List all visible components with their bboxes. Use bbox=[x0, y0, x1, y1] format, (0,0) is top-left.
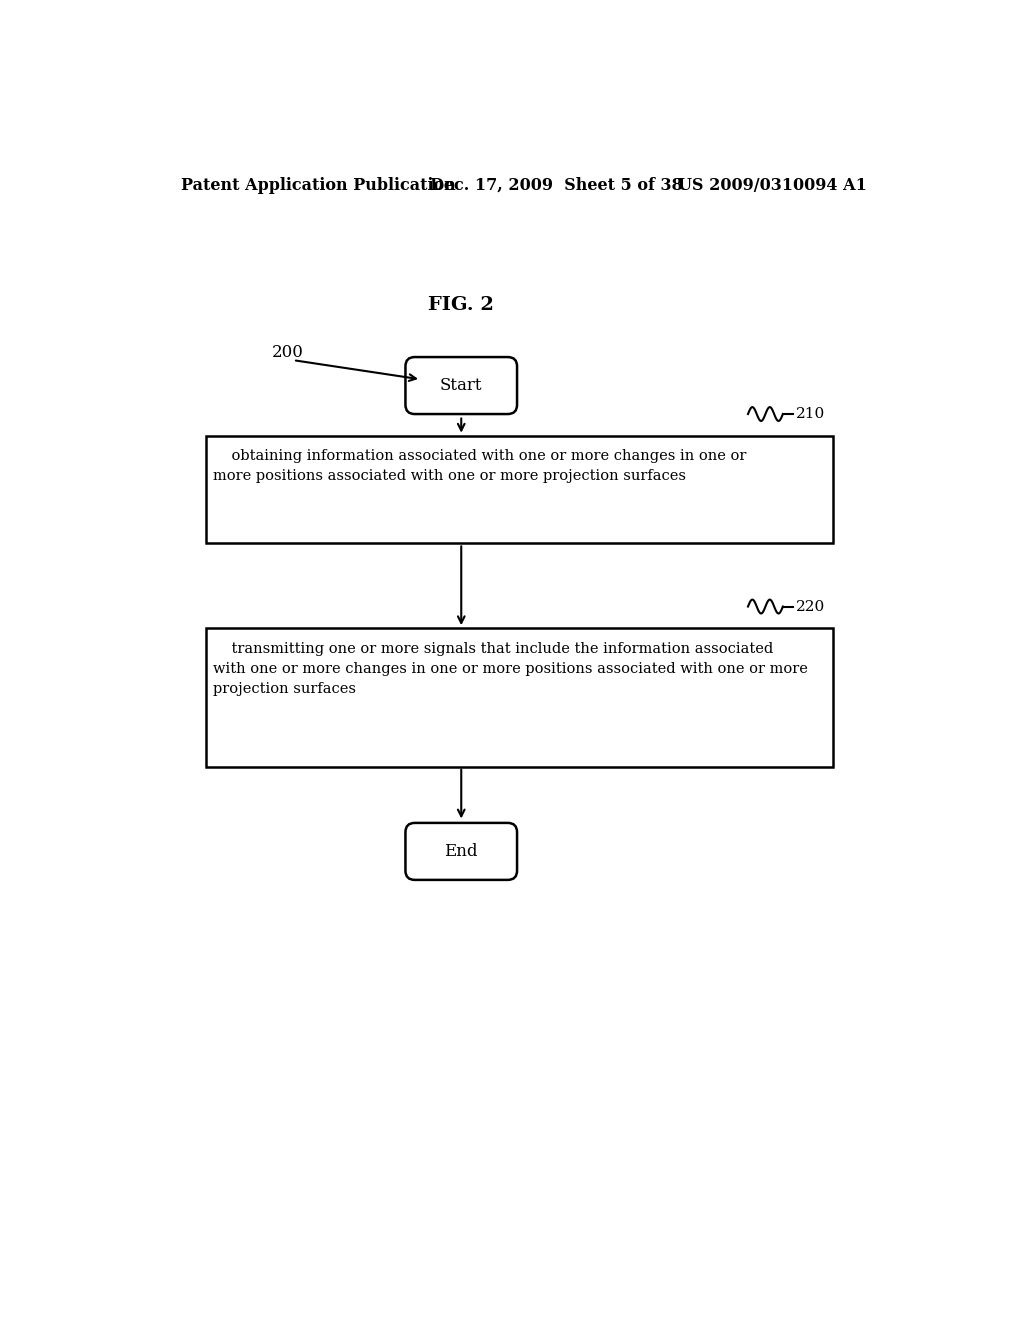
Text: FIG. 2: FIG. 2 bbox=[428, 296, 495, 314]
Bar bbox=[206, 628, 834, 767]
Bar bbox=[206, 436, 834, 544]
Text: more positions associated with one or more projection surfaces: more positions associated with one or mo… bbox=[213, 470, 686, 483]
Text: transmitting one or more signals that include the information associated: transmitting one or more signals that in… bbox=[213, 642, 773, 656]
Text: US 2009/0310094 A1: US 2009/0310094 A1 bbox=[678, 177, 867, 194]
Text: 200: 200 bbox=[271, 345, 303, 360]
Text: projection surfaces: projection surfaces bbox=[213, 682, 356, 696]
Text: with one or more changes in one or more positions associated with one or more: with one or more changes in one or more … bbox=[213, 663, 808, 676]
Text: Dec. 17, 2009  Sheet 5 of 38: Dec. 17, 2009 Sheet 5 of 38 bbox=[430, 177, 683, 194]
Text: obtaining information associated with one or more changes in one or: obtaining information associated with on… bbox=[213, 449, 746, 463]
Text: 220: 220 bbox=[796, 599, 825, 614]
Text: Patent Application Publication: Patent Application Publication bbox=[180, 177, 456, 194]
FancyBboxPatch shape bbox=[406, 358, 517, 414]
Text: 210: 210 bbox=[796, 407, 825, 421]
FancyBboxPatch shape bbox=[406, 822, 517, 880]
Text: End: End bbox=[444, 843, 478, 859]
Text: Start: Start bbox=[440, 378, 482, 395]
